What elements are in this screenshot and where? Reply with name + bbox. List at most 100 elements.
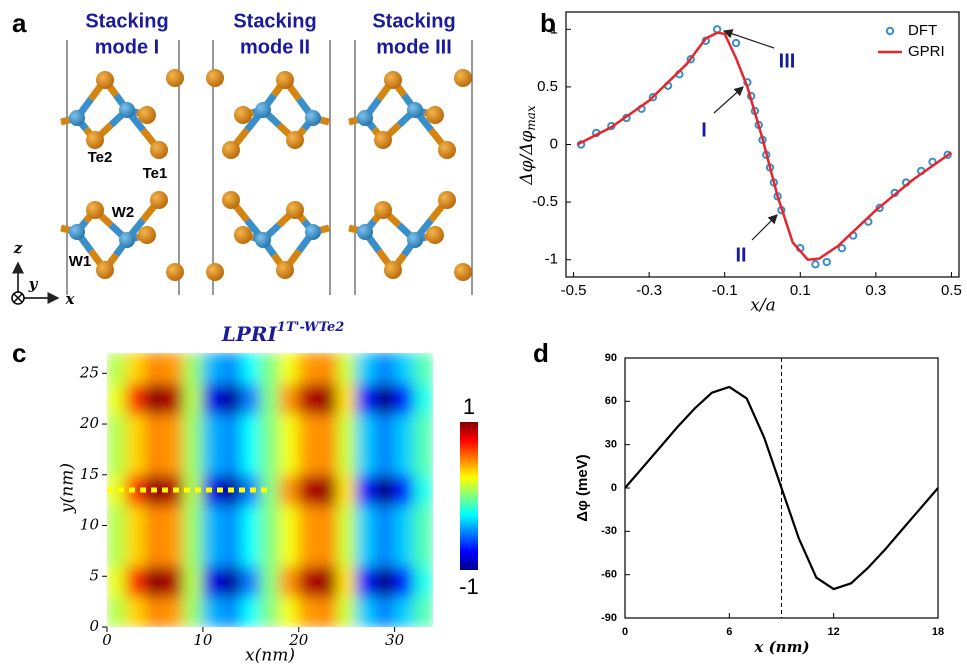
heatmap-cell <box>221 353 242 384</box>
te-atom <box>222 141 240 159</box>
te-atom <box>86 131 104 149</box>
heatmap-cell <box>355 474 376 506</box>
heatmap-cell <box>125 382 146 415</box>
panel-label: a <box>12 8 27 38</box>
heatmap-cell <box>298 535 319 567</box>
annotation-arrow <box>722 29 775 49</box>
heatmap-cell <box>355 413 376 445</box>
stacking-title: Stacking <box>233 10 316 32</box>
heatmap-cell <box>164 565 185 598</box>
heatmap-cell <box>394 413 415 445</box>
atom-label: Te1 <box>143 165 168 182</box>
heatmap-cell <box>336 504 357 537</box>
heatmap-cell <box>164 353 185 384</box>
heatmap-cell <box>240 596 261 627</box>
heatmap-cell <box>107 443 127 476</box>
atomic-structure <box>60 40 473 295</box>
panel-label: c <box>12 338 26 368</box>
heatmap-cell <box>355 596 376 627</box>
heatmap-cell <box>221 443 242 476</box>
y-axis-label: y(nm) <box>58 463 78 514</box>
w-atom <box>305 224 321 240</box>
x-axis-label: x(nm) <box>245 646 295 666</box>
heatmap-cell <box>259 596 281 627</box>
heatmap-cell <box>221 382 242 415</box>
data-point <box>731 38 741 48</box>
w-atom <box>69 110 85 126</box>
heatmap-cell <box>183 474 204 506</box>
data-point <box>686 55 695 64</box>
heatmap-cell <box>355 353 376 384</box>
heatmap-cell <box>125 565 146 598</box>
heatmap-cell <box>144 382 166 415</box>
heatmap-cell <box>355 565 376 598</box>
te-atom <box>426 226 444 244</box>
x-axis-label: x/a <box>750 296 775 316</box>
heatmap-cell <box>355 382 376 415</box>
heatmap-cell <box>144 353 166 384</box>
heatmap-cell <box>279 535 300 567</box>
annotation: II <box>735 244 746 266</box>
bond <box>320 224 330 234</box>
heatmap-cell <box>107 565 127 598</box>
w-atom <box>255 102 271 118</box>
heatmap-cell <box>107 535 127 567</box>
legend-swatch <box>885 26 895 36</box>
axis-label: y <box>28 275 39 293</box>
heatmap-cell <box>394 565 415 598</box>
heatmap-cell <box>374 535 396 567</box>
heatmap-cell <box>107 474 127 506</box>
heatmap-cell <box>259 504 281 537</box>
atom-label: W1 <box>69 253 92 270</box>
heatmap-cell <box>298 596 319 627</box>
y-tick-label: 25 <box>79 363 99 381</box>
y-tick-label: -0.5 <box>532 193 558 210</box>
heatmap-title: LPRI1T'-WTe2 <box>221 320 345 346</box>
te-atom <box>276 261 294 279</box>
y-tick-label: 0 <box>550 135 558 152</box>
heatmap-cell <box>164 535 185 567</box>
w-atom <box>119 102 135 118</box>
heatmap-cell <box>336 535 357 567</box>
y-tick-label: -90 <box>601 612 617 624</box>
x-tick-label: 20 <box>288 631 309 649</box>
legend-label: GPRI <box>908 43 945 60</box>
x-tick-label: 0.5 <box>941 282 962 299</box>
heatmap-cell <box>374 443 396 476</box>
te-atom <box>166 263 184 281</box>
heatmap-cell <box>298 443 319 476</box>
heatmap-cell <box>413 596 433 627</box>
series-line <box>624 385 939 591</box>
x-tick-label: 6 <box>726 626 732 638</box>
atom-label: Te2 <box>88 149 113 166</box>
heatmap-cell <box>279 504 300 537</box>
colorbar <box>460 422 478 570</box>
heatmap-cell <box>279 382 300 415</box>
x-tick-label: 12 <box>828 626 840 638</box>
heatmap-cell <box>125 474 146 506</box>
heatmap-cell <box>240 565 261 598</box>
x-tick-label: 30 <box>385 631 405 649</box>
heatmap-cell <box>183 565 204 598</box>
heatmap-cell <box>336 596 357 627</box>
stacking-title: mode II <box>240 36 310 58</box>
heatmap-cell <box>317 382 338 415</box>
heatmap-cell <box>144 504 166 537</box>
heatmap-cell <box>279 353 300 384</box>
heatmap-cell <box>298 413 319 445</box>
te-atom <box>286 201 304 219</box>
heatmap-cell <box>221 535 242 567</box>
heatmap-cell <box>164 413 185 445</box>
heatmap-cell <box>125 413 146 445</box>
y-axis-label: Δφ/Δφmax <box>517 105 538 186</box>
heatmap-cell <box>336 413 357 445</box>
y-axis-label-sub: max <box>524 105 538 131</box>
title-superscript: 1T'-WTe2 <box>277 320 344 335</box>
y-tick-label: 90 <box>605 352 617 364</box>
heatmap-cell <box>298 353 319 384</box>
heatmap-cell <box>279 596 300 627</box>
heatmap-cell <box>107 413 127 445</box>
y-tick-label: 60 <box>605 395 617 407</box>
atom-label: W2 <box>112 204 135 221</box>
heatmap-cell <box>240 353 261 384</box>
